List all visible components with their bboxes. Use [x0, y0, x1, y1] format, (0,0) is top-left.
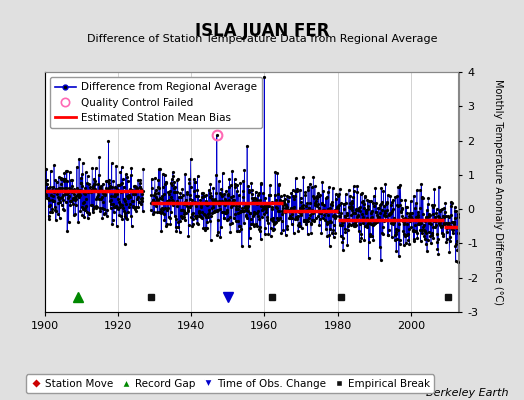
Legend: Station Move, Record Gap, Time of Obs. Change, Empirical Break: Station Move, Record Gap, Time of Obs. C… — [26, 374, 434, 393]
Text: ISLA JUAN FER: ISLA JUAN FER — [195, 22, 329, 40]
Text: Berkeley Earth: Berkeley Earth — [426, 388, 508, 398]
Y-axis label: Monthly Temperature Anomaly Difference (°C): Monthly Temperature Anomaly Difference (… — [493, 79, 503, 305]
Legend: Difference from Regional Average, Quality Control Failed, Estimated Station Mean: Difference from Regional Average, Qualit… — [50, 77, 262, 128]
Text: Difference of Station Temperature Data from Regional Average: Difference of Station Temperature Data f… — [87, 34, 437, 44]
